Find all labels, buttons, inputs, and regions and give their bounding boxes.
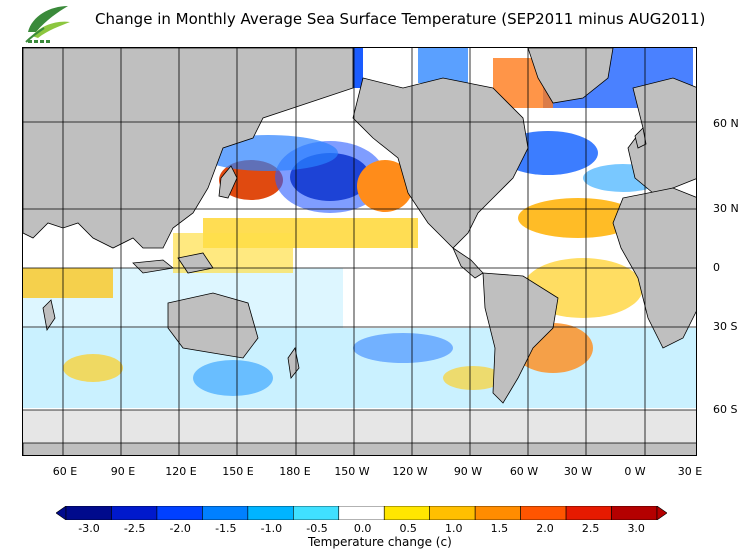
colorbar-tick-label: 1.5 (490, 522, 509, 535)
lon-label-150e: 150 E (222, 465, 254, 478)
colorbar-tick-label: -2.0 (169, 522, 191, 535)
colorbar-tick-label: -2.5 (123, 522, 146, 535)
leaf-logo-icon (25, 6, 70, 43)
colorbar-swatch (247, 506, 294, 520)
colorbar-swatch (338, 506, 385, 520)
land-masses (23, 48, 696, 455)
colorbar-swatch (65, 506, 112, 520)
lon-label-120w: 120 W (392, 465, 428, 478)
lat-label-60n: 60 N (713, 117, 739, 130)
lat-label-30n: 30 N (713, 202, 739, 215)
colorbar-title: Temperature change (c) (308, 535, 452, 549)
colorbar (56, 506, 667, 520)
colorbar-swatch (383, 506, 430, 520)
colorbar-tick-label: 2.5 (581, 522, 600, 535)
sst-anomaly-map (22, 47, 697, 456)
colorbar-left-arrow (56, 506, 67, 520)
colorbar-tick-label: 2.0 (536, 522, 554, 535)
lon-label-90e: 90 E (110, 465, 136, 478)
colorbar-tick-label: -0.5 (306, 522, 328, 535)
lat-label-30s: 30 S (713, 320, 738, 333)
lat-label-0: 0 (713, 261, 720, 274)
lon-label-150w: 150 W (334, 465, 370, 478)
lon-label-30w: 30 W (563, 465, 593, 478)
colorbar-swatch (111, 506, 158, 520)
lon-label-180e: 180 E (279, 465, 311, 478)
colorbar-tick-label: -1.0 (260, 522, 283, 535)
colorbar-tick-label: 3.0 (627, 522, 645, 535)
lon-label-90w: 90 W (453, 465, 483, 478)
colorbar-swatch (156, 506, 203, 520)
colorbar-tick-label: 0.0 (353, 522, 372, 535)
colorbar-right-arrow (656, 506, 667, 520)
lon-label-120e: 120 E (165, 465, 197, 478)
colorbar-tick-label: 0.5 (399, 522, 417, 535)
lon-label-60e: 60 E (52, 465, 78, 478)
colorbar-swatch (202, 506, 249, 520)
lon-label-0w: 0 W (624, 465, 646, 478)
graticule (23, 48, 696, 455)
colorbar-tick-label: -1.5 (215, 522, 237, 535)
lat-label-60s: 60 S (713, 403, 738, 416)
colorbar-tick-label: 1.0 (445, 522, 463, 535)
lon-label-30e: 30 E (677, 465, 703, 478)
colorbar-swatch (293, 506, 340, 520)
colorbar-swatch (429, 506, 476, 520)
colorbar-swatch (565, 506, 612, 520)
colorbar-swatch (520, 506, 567, 520)
colorbar-swatch (611, 506, 658, 520)
colorbar-swatch (474, 506, 521, 520)
lon-label-60w: 60 W (509, 465, 539, 478)
colorbar-tick-label: -3.0 (78, 522, 100, 535)
map-title: Change in Monthly Average Sea Surface Te… (95, 10, 706, 28)
